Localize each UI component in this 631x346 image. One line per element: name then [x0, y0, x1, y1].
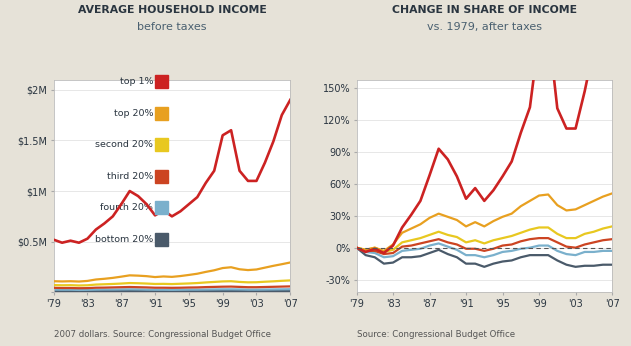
Text: top 20%: top 20%: [114, 109, 153, 118]
Text: second 20%: second 20%: [95, 140, 153, 149]
Text: CHANGE IN SHARE OF INCOME: CHANGE IN SHARE OF INCOME: [392, 5, 577, 15]
Text: before taxes: before taxes: [137, 22, 207, 33]
Text: AVERAGE HOUSEHOLD INCOME: AVERAGE HOUSEHOLD INCOME: [78, 5, 266, 15]
FancyBboxPatch shape: [155, 170, 168, 183]
FancyBboxPatch shape: [155, 107, 168, 120]
Text: bottom 20%: bottom 20%: [95, 235, 153, 244]
FancyBboxPatch shape: [155, 201, 168, 214]
Text: third 20%: third 20%: [107, 172, 153, 181]
Text: fourth 20%: fourth 20%: [100, 203, 153, 212]
Text: Source: Congressional Budget Office: Source: Congressional Budget Office: [357, 330, 515, 339]
FancyBboxPatch shape: [155, 75, 168, 88]
Text: 2007 dollars. Source: Congressional Budget Office: 2007 dollars. Source: Congressional Budg…: [54, 330, 271, 339]
FancyBboxPatch shape: [155, 138, 168, 151]
Text: vs. 1979, after taxes: vs. 1979, after taxes: [427, 22, 542, 33]
FancyBboxPatch shape: [155, 233, 168, 246]
Text: top 1%: top 1%: [119, 77, 153, 86]
